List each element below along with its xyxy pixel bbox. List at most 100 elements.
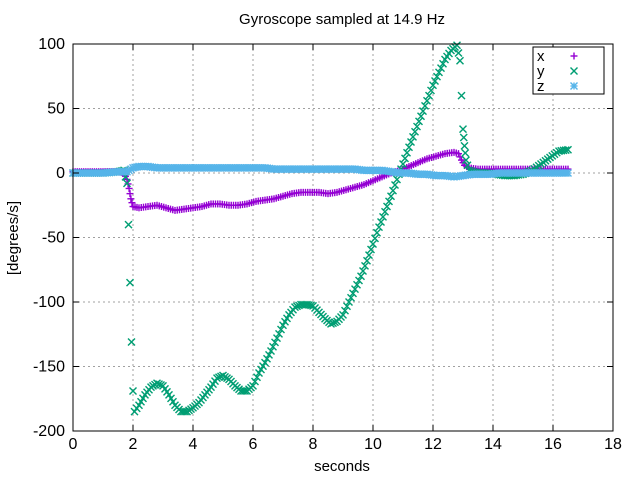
data-point-y bbox=[363, 256, 371, 265]
legend-label-x: x bbox=[537, 48, 545, 65]
data-point-y bbox=[461, 149, 470, 157]
y-tick-label: 0 bbox=[56, 165, 65, 182]
data-point-y bbox=[153, 379, 161, 388]
x-tick-label: 12 bbox=[424, 436, 442, 453]
data-point-y bbox=[273, 334, 281, 343]
x-tick-label: 18 bbox=[604, 436, 622, 453]
data-point-y bbox=[411, 127, 419, 136]
data-point-y bbox=[124, 220, 133, 229]
data-point-y bbox=[381, 207, 389, 216]
data-point-y bbox=[327, 319, 335, 328]
data-point-y bbox=[454, 49, 463, 58]
legend-label-y: y bbox=[537, 63, 545, 80]
data-point-y bbox=[453, 41, 461, 50]
legend: xyz bbox=[532, 46, 605, 95]
data-point-y bbox=[126, 278, 134, 287]
data-point-y bbox=[307, 301, 315, 310]
x-tick-label: 10 bbox=[364, 436, 382, 453]
data-point-y bbox=[413, 122, 421, 131]
data-point-y bbox=[329, 319, 337, 328]
data-point-y bbox=[347, 293, 355, 302]
data-point-y bbox=[269, 342, 277, 351]
data-point-y bbox=[265, 350, 273, 359]
data-point-y bbox=[462, 156, 470, 165]
data-point-y bbox=[359, 267, 367, 276]
data-point-y bbox=[291, 303, 299, 312]
data-point-y bbox=[456, 56, 464, 65]
data-point-y bbox=[383, 202, 391, 211]
data-point-y bbox=[425, 91, 433, 100]
data-point-y bbox=[345, 298, 353, 306]
data-point-y bbox=[349, 289, 357, 298]
y-tick-label: 50 bbox=[47, 101, 65, 118]
x-tick-label: 0 bbox=[69, 436, 78, 453]
data-point-y bbox=[379, 212, 387, 221]
data-point-x bbox=[128, 199, 136, 207]
x-axis-label: seconds bbox=[314, 458, 370, 475]
data-point-y bbox=[385, 197, 393, 206]
legend-marker-z bbox=[570, 82, 578, 90]
data-point-y bbox=[375, 223, 383, 232]
legend-marker-x bbox=[570, 52, 578, 60]
data-point-y bbox=[371, 234, 379, 243]
y-tick-label: -50 bbox=[42, 230, 65, 247]
data-point-y bbox=[357, 272, 365, 281]
y-tick-label: -150 bbox=[33, 359, 65, 376]
data-point-y bbox=[387, 192, 395, 201]
data-point-x bbox=[127, 195, 135, 203]
data-point-y bbox=[415, 117, 423, 126]
data-point-y bbox=[263, 354, 271, 363]
x-tick-label: 16 bbox=[544, 436, 562, 453]
data-point-y bbox=[433, 72, 441, 81]
data-point-y bbox=[367, 245, 375, 254]
data-point-y bbox=[293, 302, 301, 311]
data-point-y bbox=[351, 285, 359, 294]
data-point-y bbox=[463, 161, 472, 170]
data-point-y bbox=[435, 68, 443, 77]
data-point-y bbox=[251, 377, 259, 386]
data-point-y bbox=[155, 380, 163, 389]
data-point-y bbox=[439, 59, 447, 68]
data-point-y bbox=[431, 76, 439, 85]
data-point-y bbox=[277, 325, 285, 334]
data-point-y bbox=[355, 276, 363, 285]
data-point-y bbox=[405, 143, 413, 152]
data-point-y bbox=[561, 146, 570, 155]
data-point-y bbox=[253, 373, 261, 382]
data-point-y bbox=[399, 159, 407, 168]
data-point-y bbox=[343, 302, 351, 311]
legend-marker-y bbox=[570, 67, 578, 75]
data-point-y bbox=[369, 239, 377, 248]
data-point-y bbox=[409, 132, 417, 141]
y-axis-label: [degrees/s] bbox=[5, 201, 22, 275]
data-point-y bbox=[427, 86, 435, 95]
legend-box bbox=[532, 46, 605, 95]
data-point-y bbox=[417, 112, 425, 121]
data-point-y bbox=[353, 280, 361, 289]
data-point-x bbox=[123, 175, 131, 183]
data-point-y bbox=[127, 337, 136, 346]
data-point-y bbox=[407, 138, 415, 147]
x-tick-label: 4 bbox=[189, 436, 198, 453]
data-point-y bbox=[377, 218, 385, 227]
data-point-y bbox=[421, 101, 429, 110]
data-point-y bbox=[393, 175, 401, 184]
series-z bbox=[69, 162, 572, 181]
x-tick-label: 2 bbox=[129, 436, 138, 453]
data-point-x bbox=[126, 190, 134, 198]
data-point-y bbox=[564, 145, 572, 154]
data-point-y bbox=[403, 148, 411, 157]
data-point-y bbox=[241, 387, 249, 396]
data-point-y bbox=[459, 125, 467, 134]
y-tick-label: 100 bbox=[38, 36, 65, 53]
data-point-y bbox=[275, 329, 283, 338]
data-point-y bbox=[129, 387, 137, 396]
data-point-y bbox=[389, 186, 397, 195]
data-point-y bbox=[401, 154, 409, 163]
data-point-y bbox=[341, 306, 349, 315]
data-point-y bbox=[271, 338, 279, 347]
x-tick-label: 8 bbox=[309, 436, 318, 453]
data-point-y bbox=[339, 310, 347, 319]
data-point-y bbox=[460, 141, 469, 150]
